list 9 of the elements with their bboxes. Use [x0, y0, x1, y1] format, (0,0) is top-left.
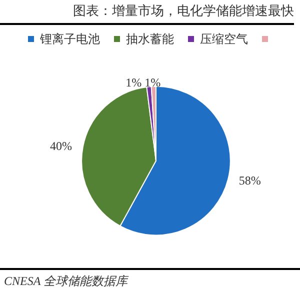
legend-label: 压缩空气: [200, 32, 248, 46]
data-label: 1%: [126, 76, 142, 90]
chart-title: 图表：增量市场，电化学储能增速最快: [0, 2, 294, 25]
text: CNESA 全球储能数据库: [0, 268, 300, 293]
data-label: 1%: [144, 76, 161, 90]
legend-label: 抽水蓄能: [126, 32, 174, 46]
legend-label: 锂离子电池: [39, 32, 100, 46]
data-label: 58%: [238, 173, 261, 188]
data-label: 40%: [50, 139, 72, 154]
